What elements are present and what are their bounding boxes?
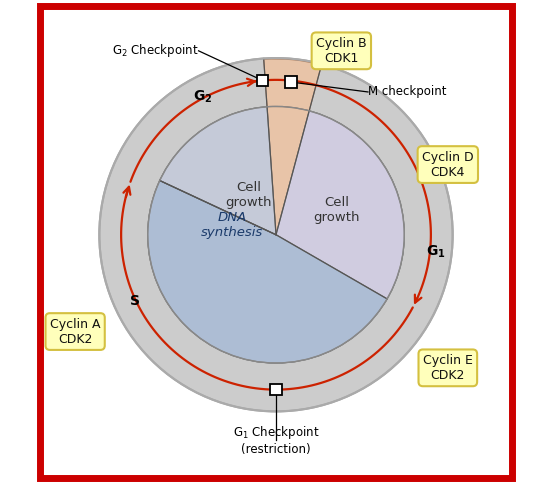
- Wedge shape: [148, 181, 387, 363]
- Wedge shape: [160, 107, 276, 235]
- Text: Cyclin D
CDK4: Cyclin D CDK4: [422, 151, 474, 179]
- Text: G$_2$ Checkpoint: G$_2$ Checkpoint: [112, 42, 199, 60]
- Text: M checkpoint: M checkpoint: [368, 86, 447, 98]
- Text: Cell
growth: Cell growth: [225, 181, 272, 209]
- Text: $\mathbf{G_2}$: $\mathbf{G_2}$: [193, 89, 213, 106]
- Wedge shape: [160, 107, 276, 235]
- Circle shape: [148, 106, 404, 363]
- Wedge shape: [264, 59, 321, 235]
- Wedge shape: [267, 106, 309, 235]
- Text: $\mathbf{S}$: $\mathbf{S}$: [129, 294, 140, 308]
- Wedge shape: [276, 111, 404, 299]
- Circle shape: [99, 58, 453, 411]
- Text: DNA
synthesis: DNA synthesis: [201, 211, 263, 239]
- Text: Cyclin A
CDK2: Cyclin A CDK2: [50, 318, 100, 346]
- Text: Cell
growth: Cell growth: [313, 196, 359, 224]
- Text: $\mathbf{G_1}$: $\mathbf{G_1}$: [426, 243, 445, 260]
- Bar: [285, 76, 296, 88]
- Bar: [257, 75, 268, 86]
- Text: Cyclin E
CDK2: Cyclin E CDK2: [423, 354, 473, 382]
- Bar: [270, 384, 282, 395]
- Text: Cyclin B
CDK1: Cyclin B CDK1: [316, 37, 367, 65]
- Wedge shape: [148, 181, 387, 363]
- Wedge shape: [276, 111, 404, 299]
- Text: G$_1$ Checkpoint
(restriction): G$_1$ Checkpoint (restriction): [233, 424, 319, 456]
